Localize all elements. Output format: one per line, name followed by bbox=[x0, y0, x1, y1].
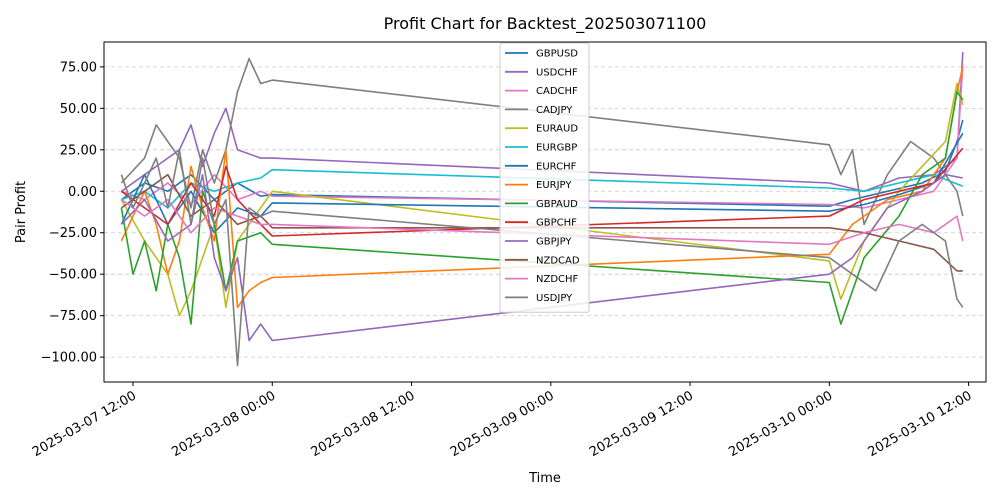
x-tick-label: 2025-03-10 12:00 bbox=[866, 388, 975, 460]
legend-entry: GBPUSD bbox=[536, 49, 578, 60]
legend-box bbox=[499, 42, 590, 313]
series-line-nzdcad bbox=[120, 173, 963, 272]
x-axis-label: Time bbox=[528, 471, 561, 486]
legend: GBPUSD USDCHF CADCHF CADJPY EURAUD EURGBP EURC… bbox=[499, 42, 590, 313]
series-line-euraud bbox=[120, 82, 964, 317]
y-tick-label: −50.00 bbox=[49, 268, 97, 283]
legend-entry: GBPCHF bbox=[536, 218, 577, 229]
y-tick-label: 50.00 bbox=[60, 102, 97, 117]
x-tick-label: 2025-03-08 00:00 bbox=[169, 388, 278, 460]
y-tick-label: 0.00 bbox=[68, 185, 97, 200]
y-tick-label: −25.00 bbox=[49, 226, 97, 241]
x-tick-label: 2025-03-08 12:00 bbox=[309, 388, 418, 460]
legend-entry: GBPAUD bbox=[536, 199, 578, 210]
plot-frame bbox=[103, 41, 987, 383]
y-tick-label: 25.00 bbox=[60, 143, 97, 158]
legend-entry: NZDCAD bbox=[536, 255, 580, 266]
y-tick-label: −100.00 bbox=[41, 351, 97, 366]
y-axis-label: Pair Profit bbox=[14, 181, 29, 243]
series-line-gbpaud bbox=[120, 91, 964, 325]
x-tick-label: 2025-03-07 12:00 bbox=[30, 388, 139, 460]
series-line-cadjpy bbox=[120, 57, 964, 226]
x-tick-label: 2025-03-09 00:00 bbox=[448, 388, 557, 460]
legend-entry: USDJPY bbox=[536, 293, 573, 304]
legend-entry: EURJPY bbox=[536, 180, 572, 191]
x-tick-label: 2025-03-10 00:00 bbox=[726, 388, 835, 460]
y-tick-label: 75.00 bbox=[60, 60, 97, 75]
legend-entry: GBPJPY bbox=[536, 237, 572, 248]
legend-entry: CADCHF bbox=[536, 86, 578, 97]
x-axis: 2025-03-07 12:00 2025-03-08 00:00 2025-03-… bbox=[30, 382, 975, 460]
legend-entry: EURGBP bbox=[536, 143, 577, 154]
x-tick-label: 2025-03-09 12:00 bbox=[587, 388, 696, 460]
plot-area bbox=[120, 51, 964, 367]
legend-entry: EURCHF bbox=[536, 161, 577, 172]
series-line-gbpjpy bbox=[120, 173, 963, 342]
legend-entry: USDCHF bbox=[536, 67, 578, 78]
legend-entry: EURAUD bbox=[536, 124, 578, 135]
y-axis: 75.00 50.00 25.00 0.00 −25.00 −50.00 −75.00 −10… bbox=[41, 60, 104, 366]
legend-entry: NZDCHF bbox=[536, 274, 579, 285]
chart-title: Profit Chart for Backtest_202503071100 bbox=[384, 14, 707, 34]
legend-entry: CADJPY bbox=[536, 105, 573, 116]
series-line-usdjpy bbox=[120, 149, 964, 367]
y-tick-label: −75.00 bbox=[49, 309, 97, 324]
series-line-nzdchf bbox=[120, 198, 964, 246]
